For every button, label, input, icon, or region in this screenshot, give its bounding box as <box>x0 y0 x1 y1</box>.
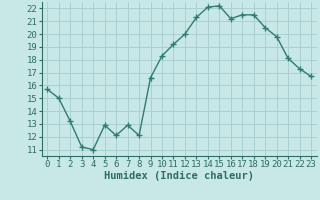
X-axis label: Humidex (Indice chaleur): Humidex (Indice chaleur) <box>104 171 254 181</box>
